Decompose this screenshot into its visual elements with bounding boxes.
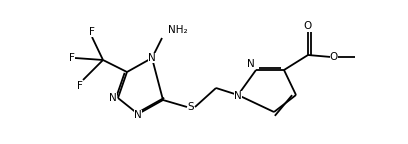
Text: O: O (330, 52, 338, 62)
Text: N: N (134, 110, 142, 120)
Text: F: F (69, 53, 75, 63)
Text: O: O (304, 21, 312, 31)
Text: NH₂: NH₂ (168, 25, 188, 35)
Text: F: F (89, 27, 95, 37)
Text: N: N (234, 91, 242, 101)
Text: N: N (247, 59, 255, 69)
Text: N: N (148, 53, 156, 63)
Text: S: S (188, 102, 194, 112)
Text: F: F (77, 81, 83, 91)
Text: N: N (109, 93, 117, 103)
